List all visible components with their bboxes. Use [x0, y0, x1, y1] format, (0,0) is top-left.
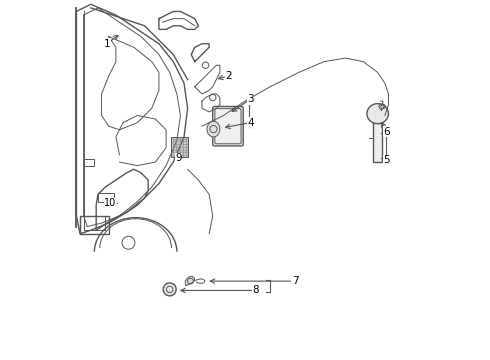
Ellipse shape — [367, 104, 389, 124]
Text: 9: 9 — [175, 153, 182, 163]
Text: 6: 6 — [383, 127, 390, 136]
Bar — [84, 216, 105, 230]
FancyBboxPatch shape — [213, 107, 243, 146]
Circle shape — [163, 283, 176, 296]
Bar — [373, 114, 382, 162]
Text: 7: 7 — [292, 276, 298, 286]
Bar — [80, 216, 109, 234]
Ellipse shape — [207, 121, 220, 137]
Text: 1: 1 — [103, 39, 110, 49]
Bar — [98, 193, 114, 202]
Text: 10: 10 — [104, 198, 117, 208]
Text: 5: 5 — [383, 155, 390, 165]
Polygon shape — [185, 276, 195, 286]
Text: 8: 8 — [252, 285, 259, 296]
Text: 2: 2 — [225, 71, 232, 81]
Bar — [172, 137, 188, 157]
Bar — [84, 159, 94, 166]
Text: 3: 3 — [247, 94, 254, 104]
Text: 4: 4 — [247, 118, 254, 128]
